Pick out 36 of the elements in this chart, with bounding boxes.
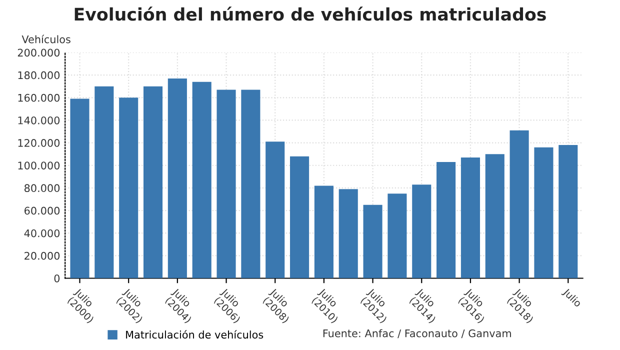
y-tick-label: 120.000 — [18, 139, 60, 147]
bar — [558, 145, 578, 278]
bar — [460, 157, 480, 278]
bar — [168, 78, 187, 278]
bar — [412, 184, 432, 278]
y-tick-label: 40.000 — [24, 229, 60, 238]
bar — [216, 90, 236, 278]
bar — [266, 142, 285, 278]
y-tick-label: 140.000 — [18, 116, 60, 124]
y-tick-label: 160.000 — [18, 94, 60, 102]
legend-label: Matriculación de vehículos — [126, 330, 264, 339]
bar — [290, 156, 310, 278]
y-tick-label: 20.000 — [24, 252, 60, 260]
y-axis-title: Vehículos — [22, 34, 70, 44]
bar — [338, 189, 358, 278]
bar — [485, 154, 504, 278]
bar — [119, 98, 138, 278]
y-tick-label: 0 — [54, 274, 60, 282]
chart-title: Evolución del número de vehículos matriculados — [74, 6, 546, 21]
bar — [534, 147, 554, 278]
y-tick-label: 60.000 — [24, 206, 60, 215]
bar — [436, 162, 456, 278]
bar — [241, 90, 260, 278]
y-tick-label: 180.000 — [18, 71, 60, 80]
bar — [94, 86, 114, 278]
bar — [363, 204, 382, 278]
bar — [510, 130, 529, 278]
bar — [70, 98, 90, 278]
source-note: Fuente: Anfac / Faconauto / Ganvam — [323, 329, 511, 338]
bar — [143, 86, 163, 278]
y-tick-label: 80.000 — [24, 184, 60, 192]
bar — [192, 82, 212, 278]
bar — [314, 186, 334, 278]
bar — [388, 194, 407, 278]
y-tick-label: 200.000 — [18, 48, 60, 57]
y-tick-label: 100.000 — [18, 162, 60, 170]
